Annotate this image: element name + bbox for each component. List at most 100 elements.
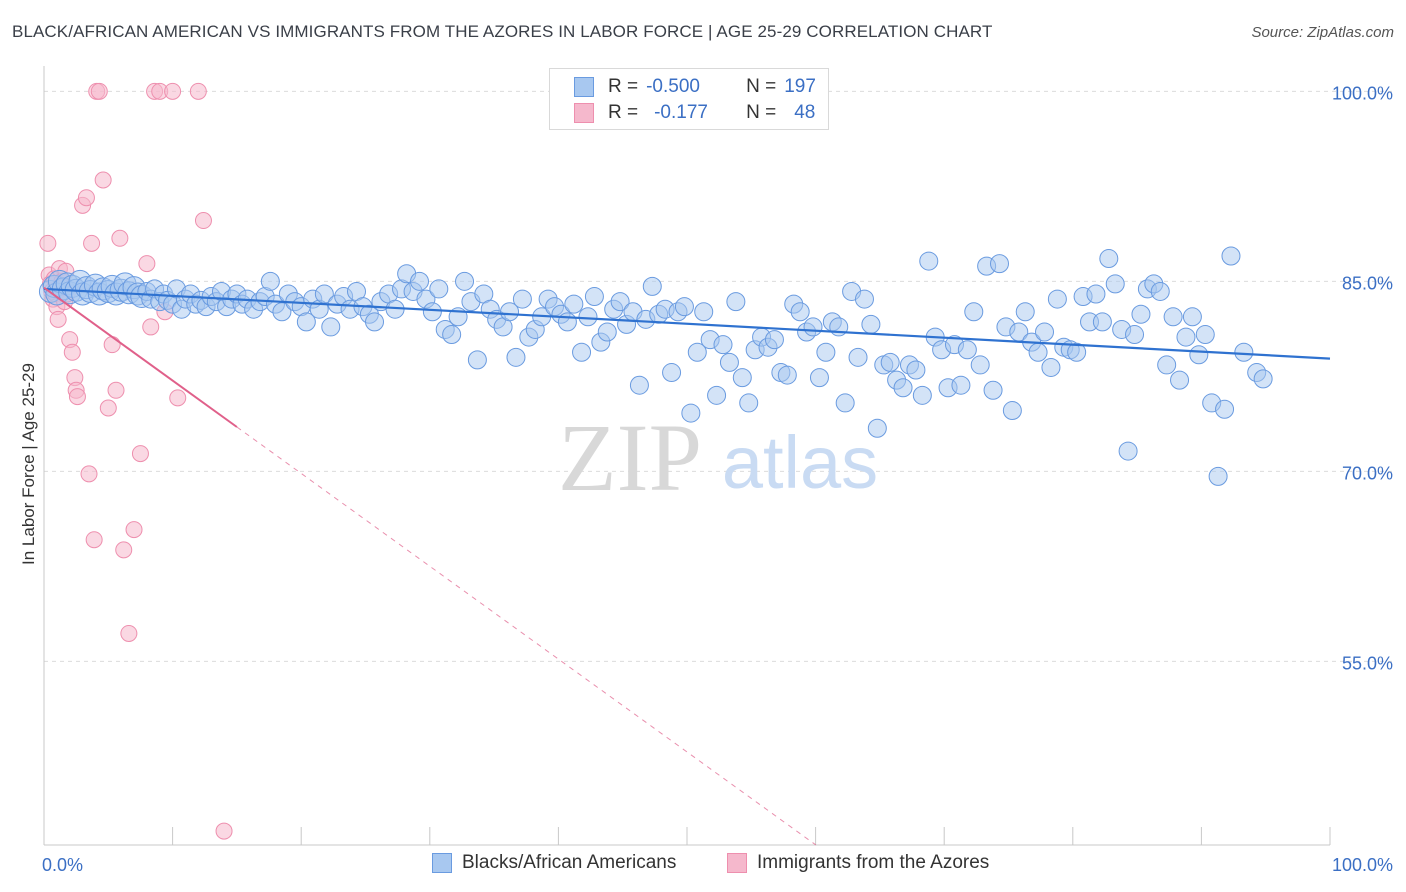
blacks-point	[809, 368, 829, 388]
blacks-point	[1157, 355, 1177, 375]
azores-point	[115, 541, 133, 559]
azores-point	[85, 531, 103, 549]
stats-r-value: -0.177	[654, 102, 708, 123]
blacks-point	[970, 355, 990, 375]
trendlines	[43, 286, 1331, 846]
blacks-point	[1105, 274, 1125, 294]
blacks-point	[835, 393, 855, 413]
azores-point	[138, 255, 156, 273]
chart-title: BLACK/AFRICAN AMERICAN VS IMMIGRANTS FRO…	[12, 22, 993, 41]
stats-swatch-pink	[574, 103, 594, 123]
azores-point	[49, 310, 67, 328]
blacks-point	[906, 360, 926, 380]
blacks-point	[707, 385, 727, 405]
watermark-atlas: atlas	[722, 421, 878, 504]
azores-point	[111, 229, 129, 247]
blacks-point	[1189, 345, 1209, 365]
legend-item-blacks[interactable]: Blacks/African Americans	[432, 852, 676, 874]
blacks-point	[1208, 466, 1228, 486]
blacks-point	[662, 363, 682, 383]
blacks-point	[854, 289, 874, 309]
legend: Blacks/African Americans Immigrants from…	[0, 852, 1406, 878]
blacks-point	[983, 380, 1003, 400]
blacks-point	[610, 292, 630, 312]
blacks-point	[1047, 289, 1067, 309]
legend-item-azores[interactable]: Immigrants from the Azores	[727, 852, 989, 874]
blacks-point	[848, 347, 868, 367]
blacks-point	[467, 350, 487, 370]
blacks-point	[880, 352, 900, 372]
blacks-point	[1035, 322, 1055, 342]
blacks-point	[584, 287, 604, 307]
y-tick-label: 100.0%	[1332, 83, 1393, 103]
stats-n-label: N =	[746, 102, 777, 123]
blacks-point	[365, 312, 385, 332]
blacks-point	[1182, 307, 1202, 327]
blacks-point	[951, 375, 971, 395]
azores-point	[164, 82, 182, 100]
blacks-point	[572, 342, 592, 362]
stats-row-blue: R = -0.500 N = 197	[574, 74, 816, 100]
blacks-point	[1002, 401, 1022, 421]
blacks-point	[296, 312, 316, 332]
y-axis-label: In Labor Force | Age 25-29	[19, 363, 38, 565]
y-tick-label: 55.0%	[1342, 653, 1393, 673]
blacks-point	[1041, 357, 1061, 377]
stats-n-label: N =	[746, 76, 777, 97]
blacks-point	[1234, 342, 1254, 362]
blacks-point	[564, 294, 584, 314]
blacks-point	[1163, 307, 1183, 327]
azores-point	[94, 171, 112, 189]
blacks-point	[764, 330, 784, 350]
blacks-point	[713, 335, 733, 355]
tick-labels: 100.0% 85.0% 70.0% 55.0% 0.0% 100.0%	[42, 83, 1393, 875]
source-label: Source: ZipAtlas.com	[1251, 24, 1394, 41]
blacks-point	[803, 317, 823, 337]
watermark-zip: ZIP	[558, 404, 702, 511]
blacks-point	[557, 312, 577, 332]
azores-point	[77, 189, 95, 207]
blacks-point	[1221, 246, 1241, 266]
azores-point	[107, 381, 125, 399]
azores-point	[189, 82, 207, 100]
blacks-point	[429, 279, 449, 299]
blacks-point	[1092, 312, 1112, 332]
blacks-point	[867, 418, 887, 438]
blacks-point	[1176, 327, 1196, 347]
blacks-point	[1215, 399, 1235, 419]
blacks-point	[816, 342, 836, 362]
blacks-point	[777, 365, 797, 385]
blacks-point	[410, 271, 430, 291]
blacks-point	[1195, 325, 1215, 345]
azores-point	[80, 465, 98, 483]
blacks-point	[642, 276, 662, 296]
x-tick-label: 100.0%	[1332, 855, 1393, 875]
blacks-point	[1150, 281, 1170, 301]
azores-point	[68, 388, 86, 406]
blacks-point	[422, 302, 442, 322]
azores-point	[90, 82, 108, 100]
blacks-point	[455, 271, 475, 291]
blacks-point	[1253, 369, 1273, 389]
blacks-point	[314, 284, 334, 304]
blacks-point	[681, 403, 701, 423]
blacks-point	[893, 378, 913, 398]
legend-label: Blacks/African Americans	[462, 852, 677, 873]
watermark: ZIP atlas	[558, 404, 878, 511]
azores-point	[99, 399, 117, 417]
blacks-point	[957, 340, 977, 360]
azores-point	[120, 624, 138, 642]
azores-point	[39, 234, 57, 252]
blacks-point	[500, 302, 520, 322]
blacks-point	[1099, 249, 1119, 269]
gridlines	[44, 90, 1394, 662]
blacks-point	[674, 297, 694, 317]
x-tick-label: 0.0%	[42, 855, 83, 875]
series-immigrants-azores	[39, 82, 233, 840]
azores-point	[125, 521, 143, 539]
azores-point	[142, 318, 160, 336]
blacks-point	[1131, 304, 1151, 324]
trendline-azores	[43, 286, 238, 428]
blacks-point	[1170, 370, 1190, 390]
